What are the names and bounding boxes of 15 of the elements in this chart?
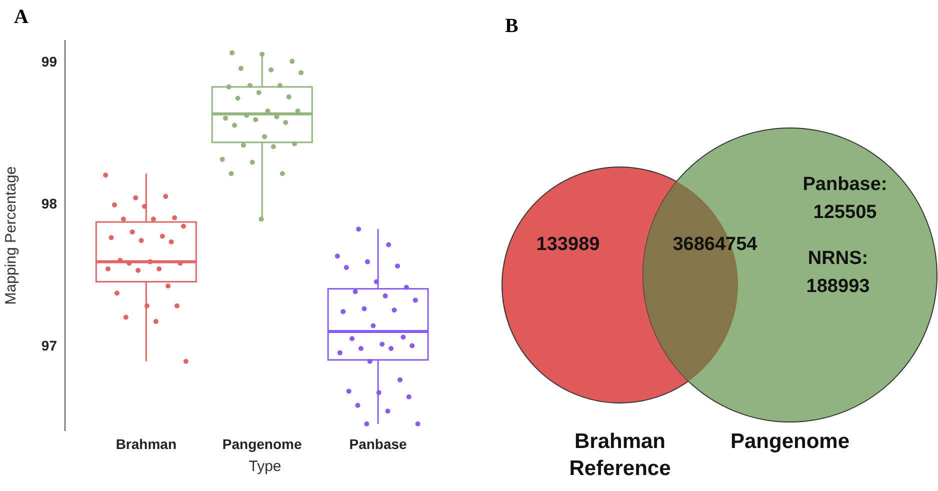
text: NRNS: 188993 bbox=[806, 248, 870, 297]
y-axis-title: Mapping Percentage bbox=[2, 166, 20, 305]
y-tick-label: 98 bbox=[41, 195, 58, 212]
text: B bbox=[505, 15, 518, 37]
chart-title: A bbox=[14, 6, 28, 29]
x-tick-label: Pangenome bbox=[222, 436, 302, 452]
text: 133989 bbox=[536, 234, 600, 255]
x-tick-label: Panbase bbox=[349, 436, 408, 452]
x-axis-title: Type bbox=[248, 458, 282, 475]
x-tick-label: Brahman bbox=[116, 436, 177, 452]
text: Panbase: 125505 bbox=[802, 174, 888, 223]
y-tick-label: 99 bbox=[41, 53, 58, 70]
y-tick-label: 97 bbox=[41, 338, 58, 354]
text: 36864754 bbox=[672, 234, 758, 255]
category-label: Brahman Reference bbox=[569, 430, 671, 480]
